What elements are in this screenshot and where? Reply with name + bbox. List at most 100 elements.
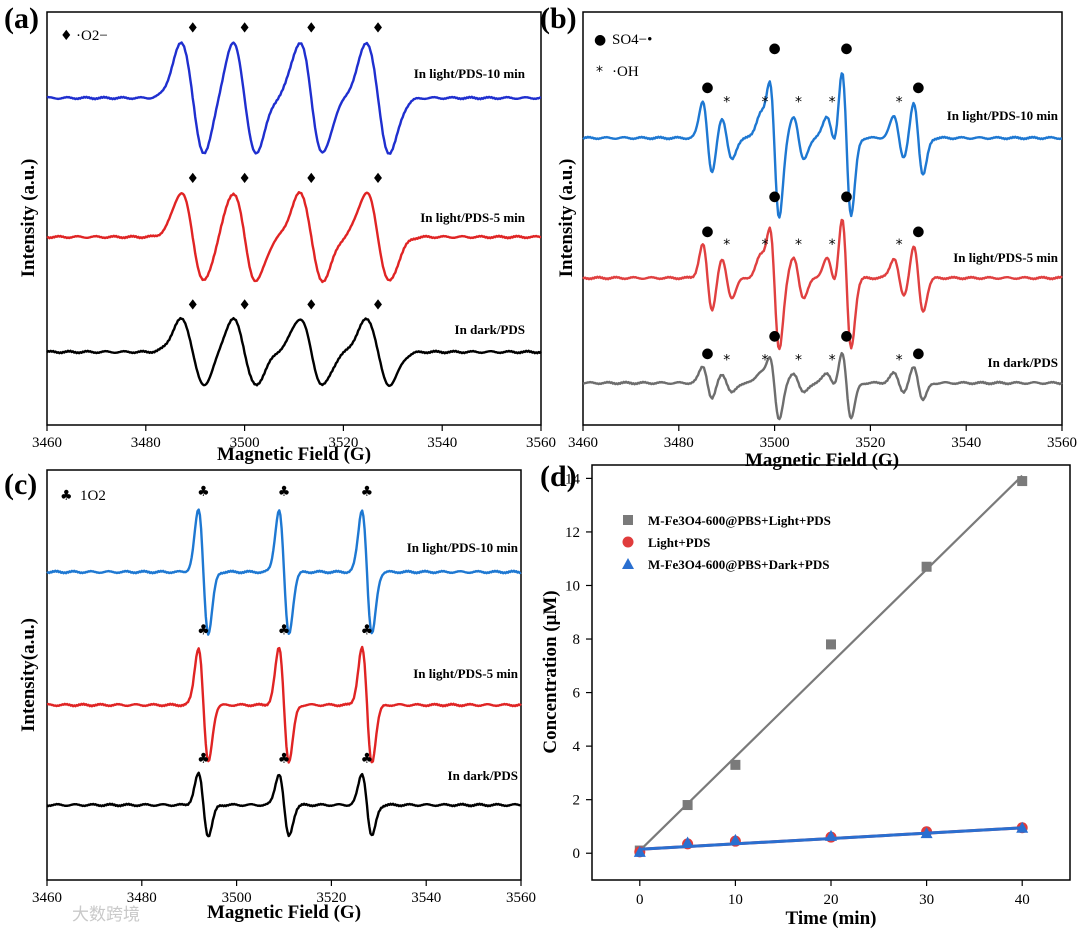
x-tick-label: 30: [919, 892, 934, 908]
peak-marker-star: *: [723, 237, 730, 253]
panel-a-xlabel: Magnetic Field (G): [217, 444, 371, 465]
panel-a: (a) ♦ ·O2− 3460 3480 3500 3520 3540 3560 In l…: [4, 2, 556, 465]
panel-b: (b) ● SO4−• * ·OH 3460 3480 3500 3520 3540 35…: [540, 2, 1077, 471]
spectrum-line-2: [46, 191, 541, 284]
peak-marker-star: *: [723, 94, 730, 110]
panel-d-label: (d): [540, 460, 577, 493]
peak-marker-club: ♣: [197, 622, 210, 638]
panel-c-frame: [46, 469, 522, 881]
y-tick-label: 2: [573, 793, 581, 809]
peak-marker-dot: ●: [768, 328, 780, 344]
spectrum-line-1: [582, 72, 1062, 219]
panel-d-ylabel: Concentration (μM): [540, 590, 561, 753]
panel-a-species-label: ·O2−: [76, 28, 108, 44]
peak-marker-dot: ●: [840, 188, 852, 204]
panel-d-xlabel: Time (min): [786, 908, 877, 929]
peak-marker-diamond: ♦: [238, 171, 251, 187]
peak-marker-star: *: [829, 94, 836, 110]
peak-marker-diamond: ♦: [238, 297, 251, 313]
x-tick-label: 3460: [568, 435, 598, 451]
peak-marker-star: *: [795, 352, 802, 368]
data-point-triangle: [920, 827, 933, 839]
data-point-triangle: [633, 845, 646, 857]
x-tick-label: 10: [728, 892, 743, 908]
peak-marker-diamond: ♦: [372, 171, 385, 187]
series-label: In dark/PDS: [988, 355, 1058, 370]
panel-b-species-label-oh: ·OH: [612, 64, 639, 80]
spectrum-line-3: [582, 351, 1063, 421]
series-label: In dark/PDS: [448, 768, 518, 783]
peak-marker-star: *: [762, 94, 769, 110]
peak-marker-star: *: [795, 237, 802, 253]
peak-marker-star: *: [896, 94, 903, 110]
peak-marker-diamond: ♦: [372, 20, 385, 36]
spectrum-line-1: [46, 41, 542, 155]
spectrum-line-2: [582, 218, 1063, 351]
data-point-triangle: [825, 829, 837, 841]
x-tick-label: 3480: [127, 890, 157, 906]
y-tick-label: 6: [573, 686, 581, 702]
spectrum-line-3: [46, 316, 542, 388]
peak-marker-club: ♣: [361, 751, 374, 767]
x-tick-label: 3520: [855, 435, 885, 451]
x-tick-label: 3560: [1047, 435, 1077, 451]
peak-marker-dot: ●: [912, 346, 924, 362]
data-point-square: [1017, 476, 1028, 487]
x-tick-label: 3520: [316, 890, 346, 906]
x-tick-label: 3520: [328, 435, 358, 451]
peak-marker-dot: ●: [768, 188, 780, 204]
peak-marker-diamond: ♦: [305, 171, 318, 187]
data-point-square: [730, 759, 741, 770]
peak-marker-star: *: [762, 352, 769, 368]
x-tick-label: 3560: [506, 890, 536, 906]
spectrum-line-1: [46, 508, 522, 636]
panel-a-ylabel: Intensity (a.u.): [18, 159, 39, 278]
data-point-triangle: [1016, 821, 1029, 833]
peak-marker-dot: ●: [701, 346, 713, 362]
watermark-text: 大数跨境: [72, 905, 140, 925]
peak-marker-diamond: ♦: [305, 297, 318, 313]
y-tick-label: 14: [565, 471, 581, 487]
data-point-triangle: [729, 833, 742, 845]
x-tick-label: 3540: [427, 435, 457, 451]
data-point-triangle: [681, 836, 694, 848]
panel-a-curves: In light/PDS-10 min ♦ ♦ ♦ ♦ In light/PDS-5 mi…: [46, 20, 542, 388]
peak-marker-star: *: [829, 352, 836, 368]
legend-label: M-Fe3O4-600@PBS+Dark+PDS: [648, 557, 829, 572]
panel-a-frame: [46, 11, 542, 426]
panel-b-frame: [582, 11, 1063, 426]
panel-b-curves: In light/PDS-10 min●● ●●* * * * *In light/PDS…: [582, 41, 1063, 421]
x-tick-label: 3540: [951, 435, 981, 451]
peak-marker-diamond: ♦: [186, 171, 199, 187]
panel-c-label: (c): [4, 468, 37, 501]
panel-d-series: [633, 474, 1029, 858]
fit-line-1: [639, 474, 1023, 852]
x-tick-label: 3460: [32, 890, 62, 906]
panel-a-label: (a): [4, 2, 39, 35]
spectrum-line-3: [46, 771, 522, 838]
peak-marker-dot: ●: [912, 223, 924, 239]
panel-b-ylabel: Intensity (a.u.): [556, 159, 577, 278]
x-tick-label: 3540: [411, 890, 441, 906]
y-tick-label: 12: [565, 525, 580, 541]
panel-d-legend: M-Fe3O4-600@PBS+Light+PDS Light+PDS M-Fe3O…: [622, 513, 831, 572]
panel-b-label: (b): [540, 2, 577, 35]
panel-c-ylabel: Intensity(a.u.): [18, 618, 39, 732]
peak-marker-star: *: [723, 352, 730, 368]
panel-b-species-label-so4: SO4−•: [612, 32, 652, 48]
y-tick-label: 8: [573, 632, 581, 648]
legend-label: M-Fe3O4-600@PBS+Light+PDS: [648, 513, 831, 528]
peak-marker-club: ♣: [361, 484, 374, 500]
panel-b-x-ticks: 3460 3480 3500 3520 3540 3560: [568, 425, 1077, 451]
peak-marker-dot: ●: [912, 80, 924, 96]
data-point-square: [826, 639, 836, 650]
peak-marker-star: *: [896, 352, 903, 368]
peak-marker-star: *: [829, 237, 836, 253]
peak-marker-star: *: [896, 237, 903, 253]
series-label: In light/PDS-10 min: [407, 540, 519, 555]
peak-marker-diamond: ♦: [186, 297, 199, 313]
peak-marker-diamond: ♦: [186, 20, 199, 36]
legend-label: Light+PDS: [648, 535, 710, 550]
peak-marker-club: ♣: [197, 751, 210, 767]
